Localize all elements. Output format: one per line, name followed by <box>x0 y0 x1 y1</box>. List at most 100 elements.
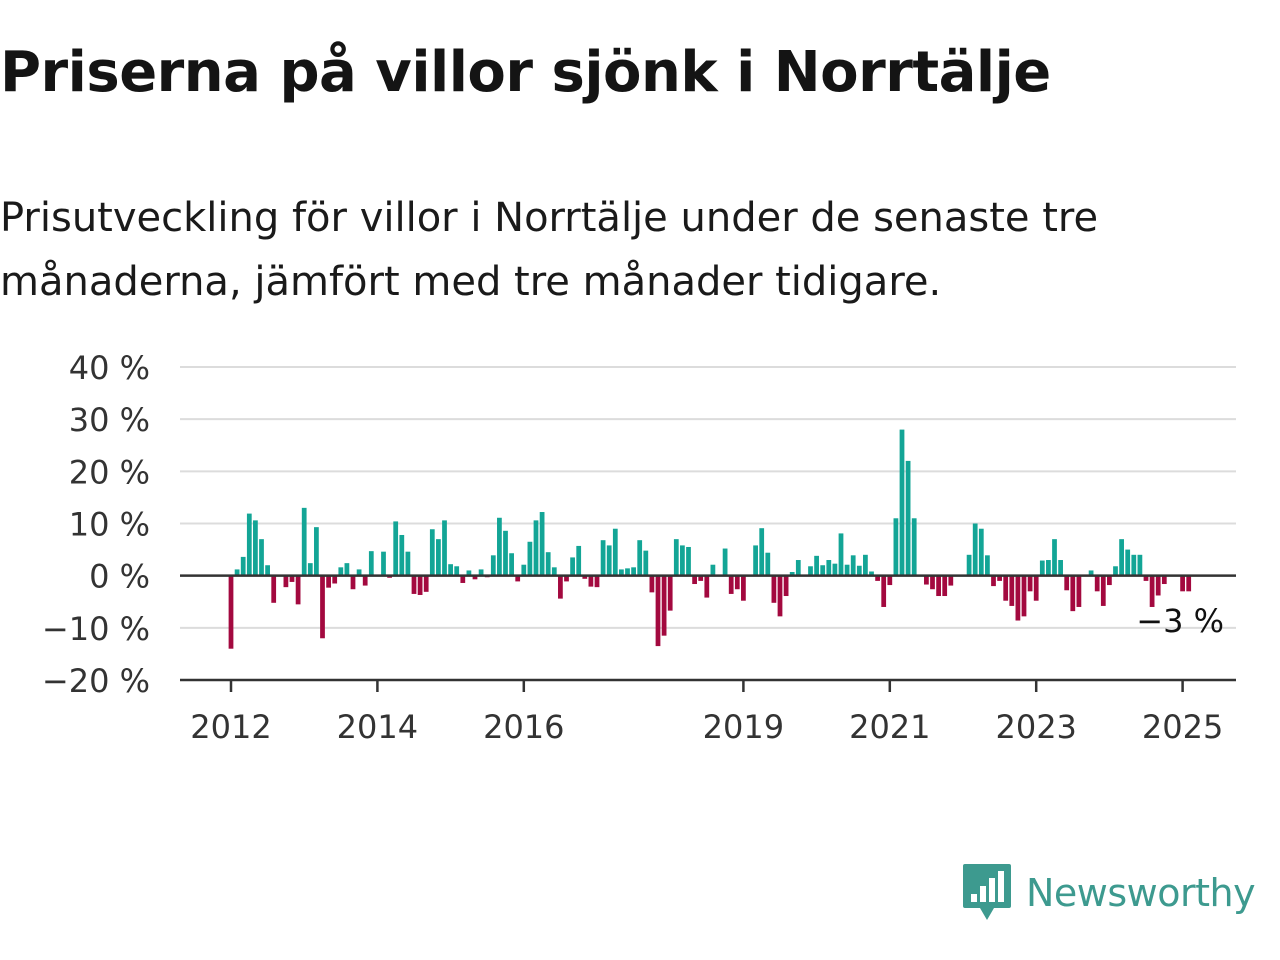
bar <box>600 540 606 576</box>
bar <box>246 513 252 576</box>
bar <box>1094 575 1100 592</box>
y-tick-label: 40 % <box>69 349 150 387</box>
bar <box>509 553 514 576</box>
bar <box>838 533 844 576</box>
bar <box>558 575 563 599</box>
last-value-label: −3 % <box>1136 602 1224 640</box>
bar <box>1070 575 1076 612</box>
bar <box>698 575 704 581</box>
bar <box>1033 575 1039 601</box>
bar <box>1039 560 1045 576</box>
bar <box>454 566 460 576</box>
bar <box>1149 575 1155 607</box>
bar <box>399 534 405 576</box>
bar <box>783 575 789 597</box>
bar <box>478 569 484 576</box>
axes <box>180 574 1236 692</box>
bar <box>649 575 655 593</box>
bar <box>936 575 941 597</box>
bar <box>259 539 264 576</box>
y-tick-label: −10 % <box>42 610 150 648</box>
bar <box>228 575 234 649</box>
bar <box>295 575 301 605</box>
bar <box>564 575 569 582</box>
bar <box>460 575 466 583</box>
bar <box>253 520 258 576</box>
bar <box>777 575 783 617</box>
bar <box>734 575 740 590</box>
bar <box>911 518 917 576</box>
bar <box>930 575 935 590</box>
bar <box>582 575 588 579</box>
bar <box>234 569 240 576</box>
x-tick-label: 2016 <box>483 708 564 746</box>
bar <box>686 546 691 576</box>
bar <box>545 552 551 576</box>
bar <box>344 563 350 576</box>
x-tick-label: 2014 <box>337 708 418 746</box>
bar <box>326 575 331 588</box>
bar <box>856 565 862 576</box>
y-tick-label: 20 % <box>69 453 150 491</box>
bar <box>405 551 411 576</box>
bar <box>1064 575 1070 591</box>
bar <box>503 530 508 576</box>
bar <box>588 575 594 587</box>
y-tick-label: 10 % <box>69 506 150 544</box>
bar <box>417 575 423 595</box>
bar <box>972 523 978 576</box>
bar <box>631 567 636 576</box>
bar <box>814 555 819 576</box>
bar <box>570 557 575 576</box>
bar <box>789 572 795 576</box>
bar <box>1076 575 1082 607</box>
bar <box>436 539 441 576</box>
bar <box>869 571 874 576</box>
bar <box>850 555 856 576</box>
bar <box>985 555 990 576</box>
brand-name: Newsworthy <box>1026 871 1256 915</box>
bar <box>1015 575 1021 621</box>
bar <box>673 539 679 576</box>
bar <box>875 575 880 581</box>
bar <box>1052 539 1057 576</box>
x-tick-label: 2019 <box>703 708 784 746</box>
bar <box>753 545 758 576</box>
bar <box>307 563 313 576</box>
bar <box>1088 570 1094 576</box>
grid-lines <box>180 366 1236 629</box>
bar <box>1180 575 1185 592</box>
bar <box>844 564 850 576</box>
labels: −20 % −10 % 0 % 10 % 20 % 30 % 40 % 2012 2014 201… <box>42 349 1224 746</box>
bar <box>948 575 954 586</box>
bar <box>924 575 929 585</box>
bar <box>472 575 478 580</box>
bar <box>820 565 826 576</box>
bar <box>966 554 972 576</box>
bar <box>1100 575 1106 606</box>
bar <box>643 550 649 576</box>
bar <box>680 545 685 576</box>
y-tick-label: 0 % <box>89 558 150 596</box>
bar <box>1155 575 1161 596</box>
bar <box>741 575 746 601</box>
bar <box>887 575 893 586</box>
bar <box>637 540 643 576</box>
bar <box>826 560 832 576</box>
bar <box>393 521 399 576</box>
bar <box>515 575 521 582</box>
bar <box>771 575 777 603</box>
bar <box>619 569 624 576</box>
bar <box>1125 549 1131 576</box>
bar <box>1058 560 1063 576</box>
bar <box>1137 554 1143 576</box>
bar <box>1009 575 1015 606</box>
bar <box>795 560 801 576</box>
bar <box>527 541 533 576</box>
newsworthy-logo-icon <box>963 864 1011 920</box>
chart-subtitle: Prisutveckling för villor i Norrtälje un… <box>0 195 1099 305</box>
bar <box>722 548 728 576</box>
bar <box>497 517 502 576</box>
bar <box>1107 575 1112 586</box>
